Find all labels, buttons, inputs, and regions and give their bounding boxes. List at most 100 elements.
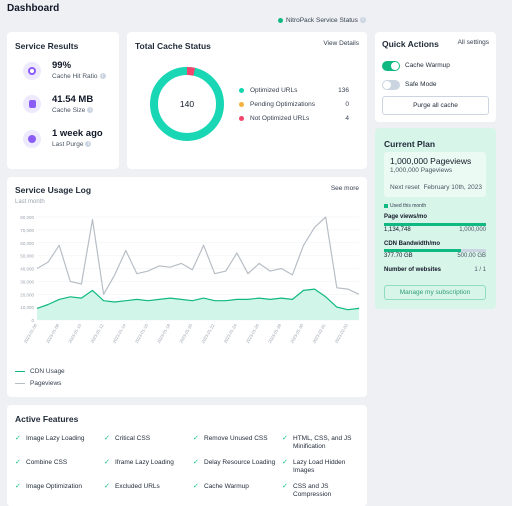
current-plan-title: Current Plan [384,139,436,149]
y-tick-label: 0 [31,318,34,323]
feature-label: Remove Unused CSS [204,435,268,442]
y-tick-label: 20,000 [20,292,34,297]
feature-label: Image Lazy Loading [26,435,85,442]
cache-warmup-label: Cache Warmup [405,62,450,69]
usage-log-title: Service Usage Log [15,185,92,195]
cache-size-label: Cache Size i [52,107,94,114]
used-this-month: Used this month [384,203,426,209]
check-icon: ✓ [193,435,199,442]
x-tick-label: 2023-01-26 [245,322,260,344]
cdn-line-icon [15,370,25,372]
cdn-area [37,289,359,320]
bandwidth-label: CDN Bandwidth/mo [384,241,440,247]
cache-size-value: 41.54 MB [52,94,94,105]
next-reset-label: Next reset [390,184,420,191]
cache-total: 140 [179,99,195,109]
x-tick-label: 2023-01-20 [178,322,193,344]
pageviews-label: Page views/mo [384,214,428,220]
info-icon[interactable]: i [87,107,94,114]
period-label: Last month [15,199,45,205]
legend-pageviews: Pageviews [15,380,61,387]
y-tick-label: 10,000 [20,305,34,310]
check-icon: ✓ [104,483,110,490]
purge-cache-button[interactable]: Purge all cache [382,96,489,115]
service-results-card: Service Results 99% Cache Hit Ratio i 41.… [7,32,119,169]
feature-item: ✓ HTML, CSS, and JS Minification [282,435,368,453]
x-tick-label: 2023-01-24 [223,322,238,344]
y-tick-label: 70,000 [20,228,34,233]
x-tick-label: 2023-02-03 [334,322,349,344]
cdn-line [36,288,360,311]
feature-item: ✓ Image Optimization [15,483,101,501]
x-tick-label: 2023-01-08 [45,322,60,344]
check-icon: ✓ [193,483,199,490]
feature-item: ✓ Lazy Load Hidden Images [282,459,368,477]
manage-subscription-button[interactable]: Manage my subscription [384,285,486,300]
x-tick-label: 2023-01-06 [23,322,38,344]
feature-label: Cache Warmup [204,483,249,490]
last-purge-label: Last Purge i [52,141,92,148]
check-icon: ✓ [282,435,288,442]
feature-item: ✓ Excluded URLs [104,483,190,501]
plan-box: 1,000,000 Pageviews 1,000,000 Pageviews … [384,152,486,197]
plan-sub: 1,000,000 Pageviews [390,167,453,174]
status-dot-icon [278,17,283,23]
safe-mode-label: Safe Mode [405,81,437,88]
feature-label: Critical CSS [115,435,151,442]
safe-mode-toggle[interactable] [382,80,400,90]
feature-label: HTML, CSS, and JS Minification [293,435,352,450]
legend-pending: Pending Optimizations 0 [239,101,349,108]
pageviews-limit: 1,000,000 [459,227,486,233]
websites-value: 1 / 1 [474,267,486,273]
next-reset-value: February 10th, 2023 [423,184,482,191]
see-more-link[interactable]: See more [330,185,359,192]
quick-actions-title: Quick Actions [382,39,439,49]
check-icon: ✓ [282,459,288,466]
x-tick-label: 2023-01-22 [200,322,215,344]
info-icon[interactable]: i [359,17,366,24]
cache-hit-label: Cache Hit Ratio i [52,73,106,80]
feature-label: Iframe Lazy Loading [115,459,174,466]
info-icon[interactable]: i [85,141,92,148]
x-tick-label: 2023-01-14 [112,322,127,344]
features-title: Active Features [15,414,79,424]
cache-status-card: Total Cache Status View Details 140 Opti… [127,32,367,169]
cache-hit-icon [23,62,41,80]
x-tick-label: 2023-02-01 [312,322,327,344]
info-icon[interactable]: i [99,73,106,80]
check-icon: ✓ [104,459,110,466]
all-settings-link[interactable]: All settings [457,39,489,46]
database-icon [23,95,41,113]
legend-dot-icon [239,101,244,107]
x-tick-label: 2023-01-28 [267,322,282,344]
legend-cdn: CDN Usage [15,368,65,375]
service-results-title: Service Results [15,41,79,51]
feature-item: ✓ Combine CSS [15,459,101,477]
view-details-link[interactable]: View Details [323,40,359,47]
feature-label: Combine CSS [26,459,68,466]
clock-icon [23,130,41,148]
x-tick-label: 2023-01-30 [289,322,304,344]
x-tick-label: 2023-01-10 [67,322,82,344]
feature-item: ✓ Delay Resource Loading [193,459,279,477]
cache-warmup-toggle[interactable] [382,61,400,71]
y-tick-label: 40,000 [20,267,34,272]
plan-name: 1,000,000 Pageviews [390,156,472,166]
service-status[interactable]: NitroPack Service Status i [278,17,366,24]
check-icon: ✓ [15,483,21,490]
legend-optimized: Optimized URLs 136 [239,87,349,94]
feature-item: ✓ Critical CSS [104,435,190,453]
bandwidth-used: 377.70 GB [384,253,413,259]
page-title: Dashboard [7,3,60,14]
x-tick-label: 2023-01-18 [156,322,171,344]
cache-hit-value: 99% [52,60,72,71]
y-tick-label: 80,000 [20,215,34,220]
legend-dot-icon [239,87,244,93]
check-icon: ✓ [15,435,21,442]
quick-actions-card: Quick Actions All settings Cache Warmup … [375,32,496,122]
current-plan-card: Current Plan 1,000,000 Pageviews 1,000,0… [375,128,496,309]
feature-label: CSS and JS Compression [293,483,332,498]
feature-label: Lazy Load Hidden Images [293,459,346,474]
cache-status-title: Total Cache Status [135,41,211,51]
usage-log-card: Service Usage Log See more Last month 0 1… [7,177,367,397]
